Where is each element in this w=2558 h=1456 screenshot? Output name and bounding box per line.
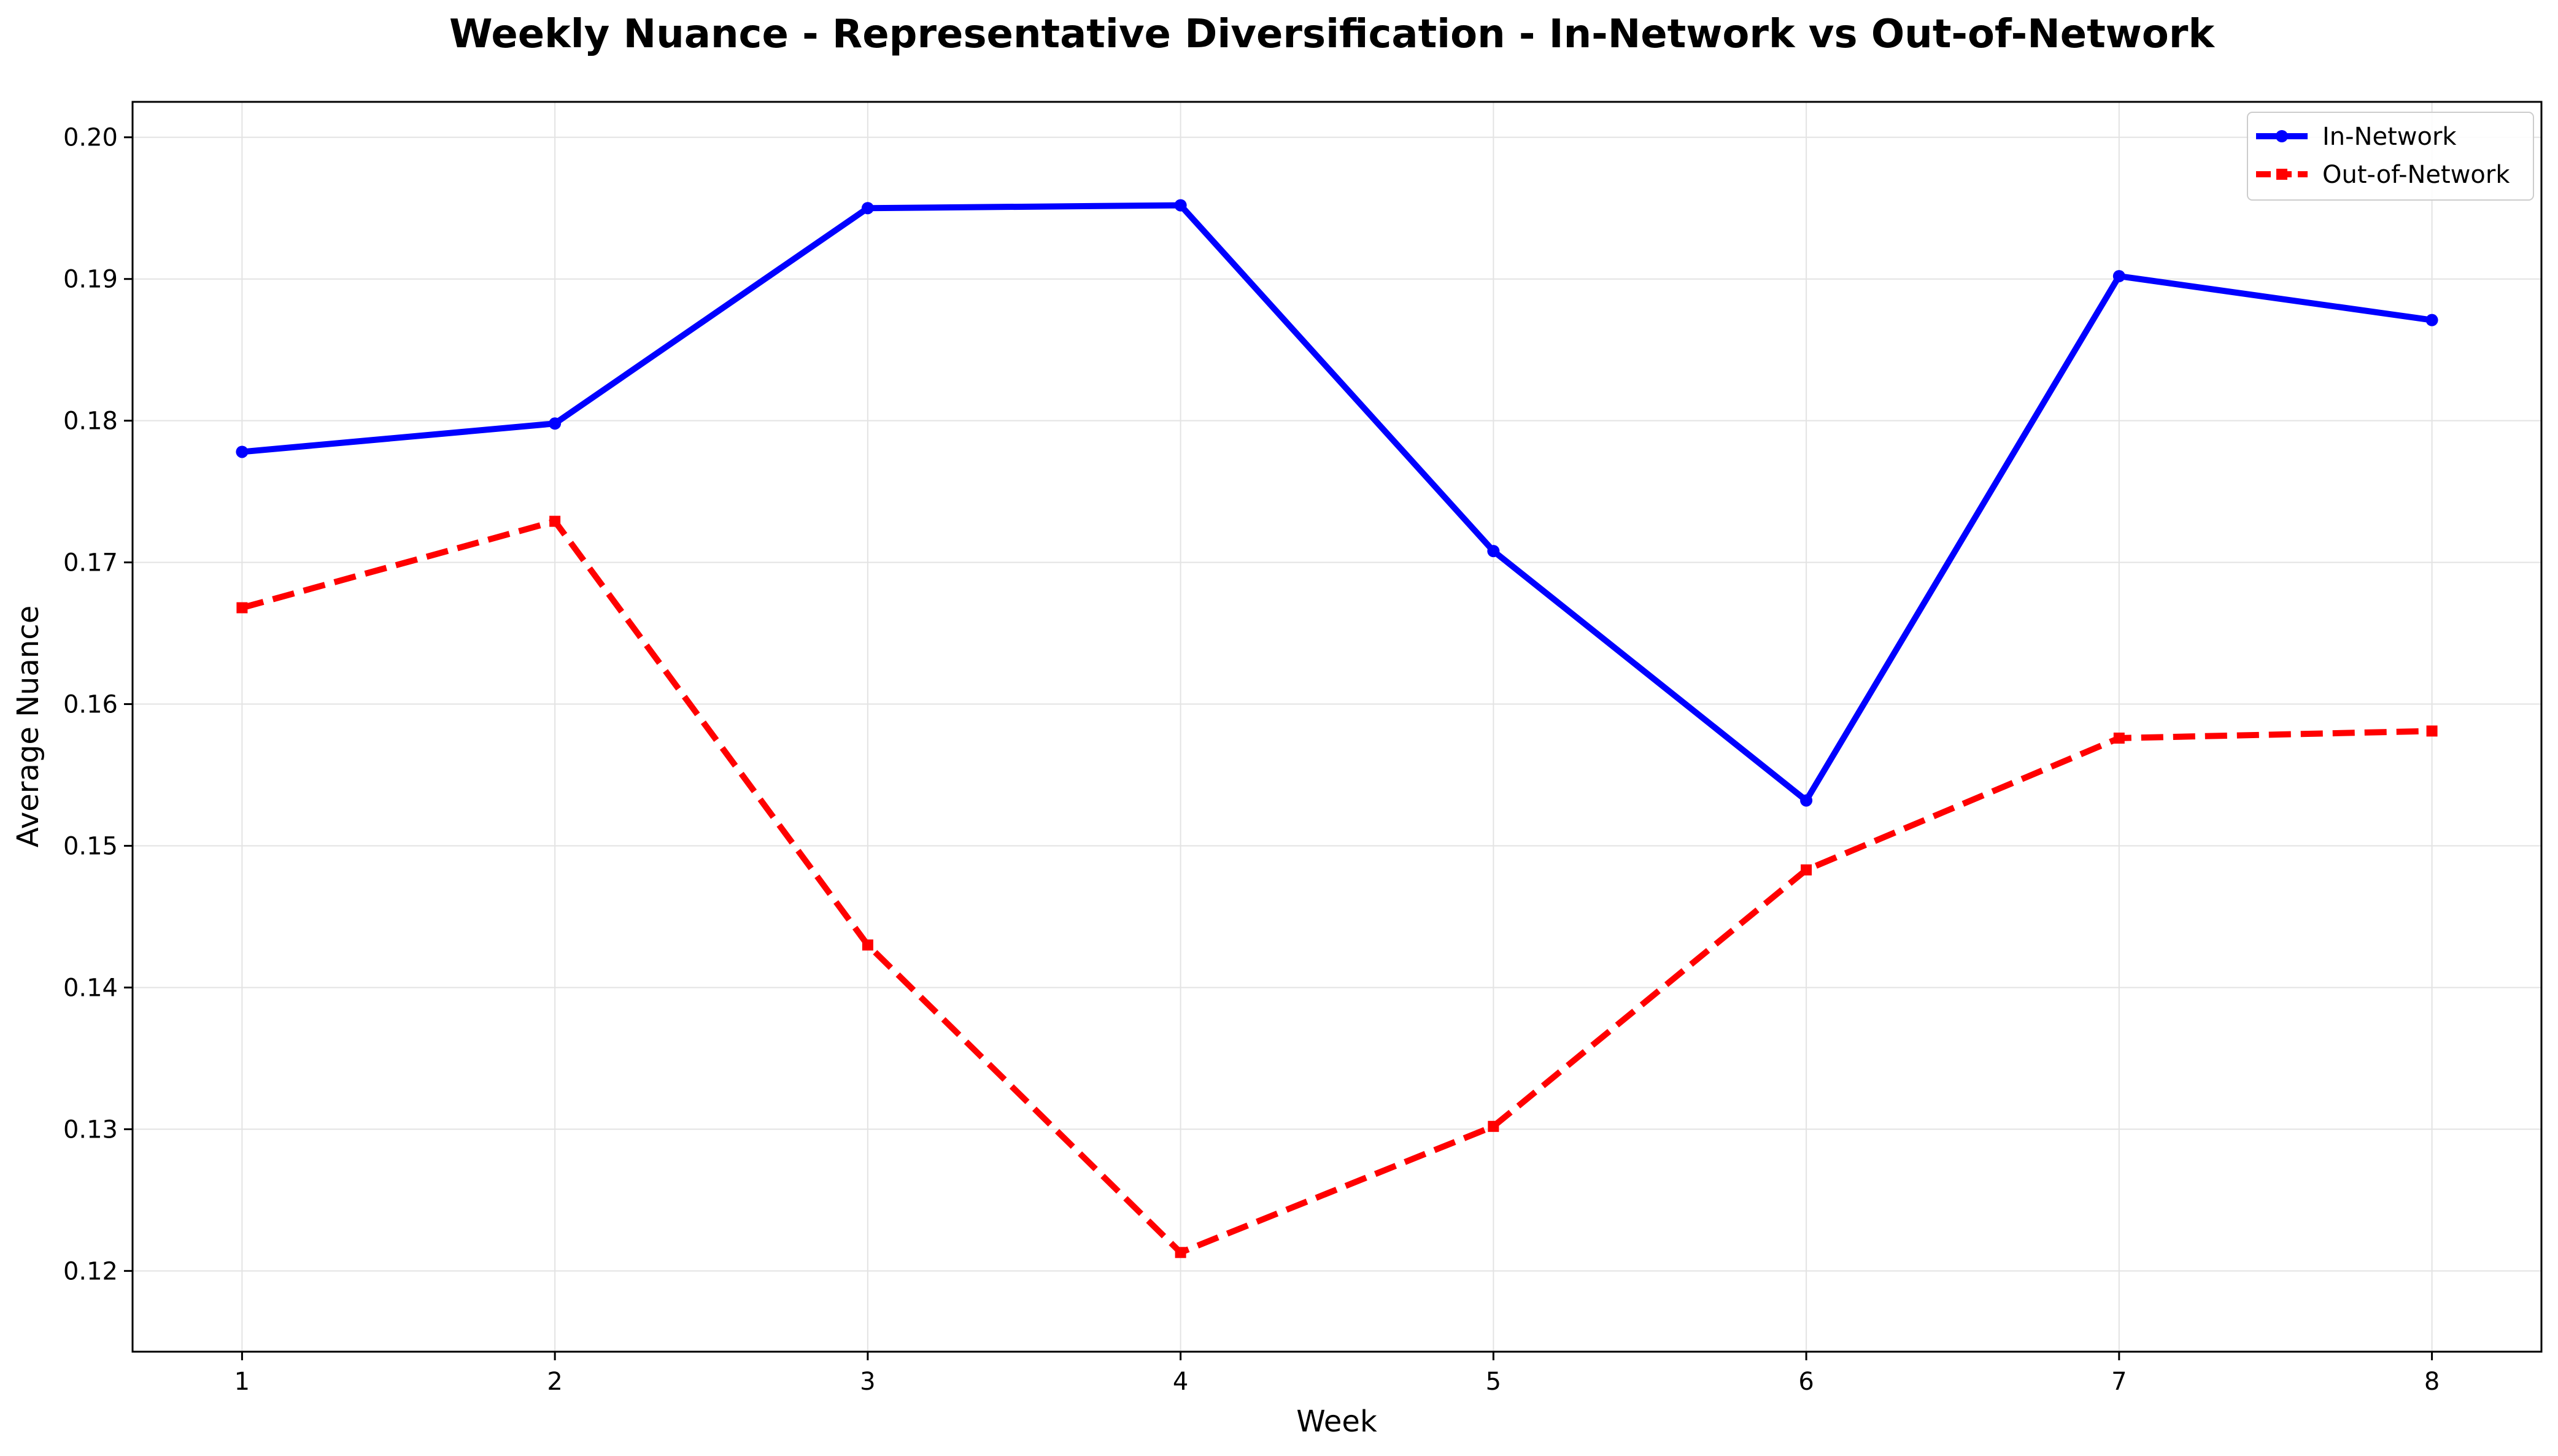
y-tick-label: 0.20	[63, 124, 118, 152]
y-tick-label: 0.14	[63, 974, 118, 1002]
data-point	[2113, 732, 2125, 744]
x-tick-label: 1	[234, 1368, 250, 1396]
x-tick-label: 7	[2111, 1368, 2127, 1396]
data-point	[549, 515, 561, 527]
data-point	[1800, 794, 1813, 807]
data-point	[2425, 314, 2438, 326]
legend-box	[2247, 112, 2534, 201]
data-point	[2426, 725, 2438, 737]
x-tick-label: 3	[860, 1368, 875, 1396]
plot-frame	[131, 101, 2543, 1353]
y-axis-label: Average Nuance	[11, 606, 45, 847]
legend-label: In-Network	[2322, 123, 2457, 151]
y-tick-label: 0.12	[63, 1257, 118, 1285]
y-tick-label: 0.17	[63, 549, 118, 577]
data-point	[1488, 1120, 1499, 1132]
data-point	[236, 445, 249, 458]
y-tick-label: 0.18	[63, 407, 118, 436]
data-point	[549, 417, 562, 430]
series-line	[241, 202, 2433, 804]
data-point	[2112, 270, 2125, 283]
series-layer	[236, 199, 2438, 1258]
data-point	[861, 202, 874, 215]
x-tick-label: 4	[1173, 1368, 1188, 1396]
legend-marker	[2276, 169, 2287, 180]
series-out-of-network	[236, 515, 2438, 1258]
y-tick-label: 0.15	[63, 833, 118, 861]
x-axis-label: Week	[1296, 1404, 1377, 1439]
y-tick-label: 0.19	[63, 266, 118, 294]
y-tick-label: 0.13	[63, 1115, 118, 1144]
axes: 1 2 3 4 5 6 7 8 0.12 0.13 0.14 0.15 0.16 0.17 0.18 0.19…	[63, 124, 2440, 1396]
legend-marker	[2276, 130, 2288, 142]
y-tick-label: 0.16	[63, 691, 118, 719]
data-point	[862, 939, 873, 951]
series-in-network	[236, 199, 2438, 807]
series-line	[241, 518, 2432, 1256]
x-tick-label: 8	[2424, 1368, 2440, 1396]
x-tick-label: 5	[1486, 1368, 1501, 1396]
x-tick-label: 2	[547, 1368, 562, 1396]
data-point	[236, 602, 248, 614]
data-point	[1487, 545, 1500, 558]
legend: In-Network Out-of-Network	[2247, 112, 2534, 201]
x-tick-label: 6	[1798, 1368, 1814, 1396]
data-point	[1175, 1247, 1186, 1258]
grid	[133, 102, 2541, 1352]
data-point	[1801, 864, 1812, 876]
data-point	[1174, 199, 1187, 212]
legend-label: Out-of-Network	[2322, 161, 2510, 189]
chart-title: Weekly Nuance - Representative Diversifi…	[449, 12, 2215, 57]
